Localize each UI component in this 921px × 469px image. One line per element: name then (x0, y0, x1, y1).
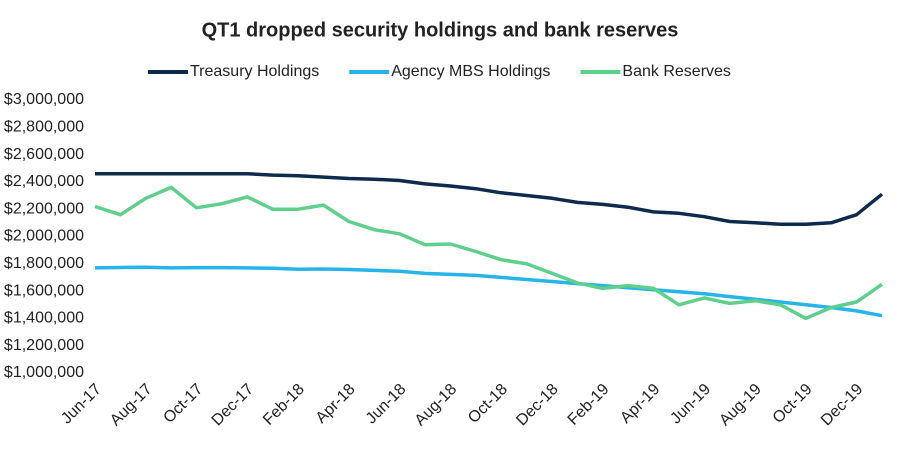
y-tick-label: $2,200,000 (4, 200, 84, 217)
y-tick-label: $1,600,000 (4, 282, 84, 299)
y-tick-label: $3,000,000 (4, 91, 84, 108)
series-line (94, 265, 883, 318)
chart-title: QT1 dropped security holdings and bank r… (202, 19, 679, 41)
y-tick-label: $1,200,000 (4, 337, 84, 354)
y-tick-label: $2,400,000 (4, 173, 84, 190)
legend-label: Agency MBS Holdings (391, 63, 550, 80)
series-line (95, 171, 884, 226)
legend-label: Bank Reserves (622, 63, 731, 80)
y-tick-label: $1,800,000 (4, 255, 84, 272)
series-line (94, 185, 884, 321)
y-tick-label: $2,600,000 (4, 146, 84, 163)
y-tick-label: $1,000,000 (4, 364, 84, 381)
y-tick-label: $2,000,000 (4, 228, 84, 245)
legend-label: Treasury Holdings (190, 63, 319, 80)
y-tick-label: $2,800,000 (4, 119, 84, 136)
y-tick-label: $1,400,000 (4, 310, 84, 327)
